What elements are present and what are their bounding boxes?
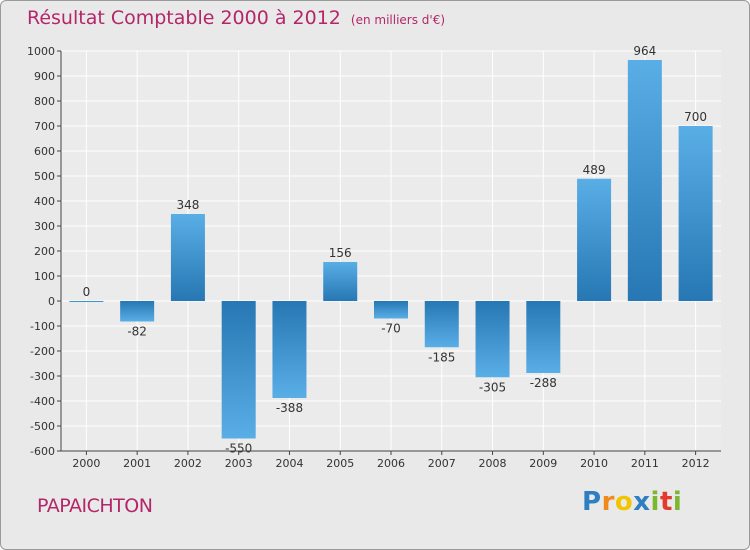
y-tick-label: 1000 bbox=[27, 45, 55, 58]
data-label-2005: 156 bbox=[329, 246, 352, 260]
x-tick-label-2006: 2006 bbox=[377, 457, 405, 470]
chart-title: Résultat Comptable 2000 à 2012 bbox=[27, 7, 341, 29]
x-tick-label-2001: 2001 bbox=[123, 457, 151, 470]
bar-2001 bbox=[120, 301, 155, 322]
bar-2012 bbox=[678, 126, 713, 301]
data-label-2011: 964 bbox=[633, 44, 656, 58]
y-tick-label: 0 bbox=[48, 295, 55, 308]
x-tick-label-2012: 2012 bbox=[682, 457, 710, 470]
bar-2005 bbox=[323, 262, 358, 301]
bar-2000 bbox=[69, 301, 104, 302]
x-tick-label-2004: 2004 bbox=[275, 457, 303, 470]
y-tick-label: -300 bbox=[30, 370, 55, 383]
bar-2003 bbox=[221, 301, 256, 439]
data-label-2006: -70 bbox=[381, 322, 401, 336]
chart-subtitle: (en milliers d'€) bbox=[350, 13, 446, 27]
bar-2007 bbox=[424, 301, 459, 348]
x-tick-label-2003: 2003 bbox=[225, 457, 253, 470]
logo-letter: r bbox=[601, 487, 615, 517]
bar-2010 bbox=[577, 178, 612, 301]
data-label-2008: -305 bbox=[479, 380, 506, 394]
logo-letter: t bbox=[659, 487, 673, 517]
x-tick-label-2010: 2010 bbox=[580, 457, 608, 470]
y-tick-label: 800 bbox=[34, 95, 55, 108]
x-tick-label-2005: 2005 bbox=[326, 457, 354, 470]
bar-2004 bbox=[272, 301, 307, 398]
data-label-2004: -388 bbox=[276, 401, 303, 415]
logo-letter: i bbox=[672, 487, 683, 517]
y-tick-label: 500 bbox=[34, 170, 55, 183]
logo-letter: P bbox=[582, 487, 602, 517]
data-label-2001: -82 bbox=[127, 325, 147, 339]
commune-name: PAPAICHTON bbox=[37, 495, 153, 517]
y-tick-label: 100 bbox=[34, 270, 55, 283]
x-tick-label-2011: 2011 bbox=[631, 457, 659, 470]
y-tick-label: -200 bbox=[30, 345, 55, 358]
bar-2006 bbox=[374, 301, 408, 319]
data-label-2012: 700 bbox=[684, 110, 707, 124]
logo-letter: o bbox=[614, 487, 634, 517]
data-label-2009: -288 bbox=[530, 376, 557, 390]
y-tick-label: 900 bbox=[34, 70, 55, 83]
x-tick-label-2000: 2000 bbox=[72, 457, 100, 470]
x-tick-label-2007: 2007 bbox=[428, 457, 456, 470]
data-label-2003: -550 bbox=[225, 442, 252, 456]
y-tick-label: 400 bbox=[34, 195, 55, 208]
logo-letter: i bbox=[650, 487, 660, 517]
y-tick-label: 200 bbox=[34, 245, 55, 258]
data-label-2010: 489 bbox=[583, 163, 606, 177]
y-tick-label: -100 bbox=[30, 320, 55, 333]
data-label-2002: 348 bbox=[176, 198, 199, 212]
y-tick-label: -600 bbox=[30, 445, 55, 458]
y-tick-label: 300 bbox=[34, 220, 55, 233]
y-tick-label: -500 bbox=[30, 420, 55, 433]
x-tick-label-2008: 2008 bbox=[479, 457, 507, 470]
chart-title-block: Résultat Comptable 2000 à 2012 (en millie… bbox=[27, 7, 445, 29]
bar-2011 bbox=[627, 60, 662, 301]
proxiti-logo: Proxiti bbox=[582, 487, 682, 517]
logo-letter: x bbox=[633, 487, 651, 517]
bar-2008 bbox=[475, 301, 510, 378]
bar-2009 bbox=[526, 301, 561, 373]
x-tick-label-2009: 2009 bbox=[529, 457, 557, 470]
y-tick-label: 700 bbox=[34, 120, 55, 133]
data-label-2007: -185 bbox=[428, 350, 455, 364]
y-tick-label: -400 bbox=[30, 395, 55, 408]
x-tick-label-2002: 2002 bbox=[174, 457, 202, 470]
y-tick-label: 600 bbox=[34, 145, 55, 158]
bar-2002 bbox=[170, 214, 205, 301]
data-label-2000: 0 bbox=[83, 285, 91, 299]
